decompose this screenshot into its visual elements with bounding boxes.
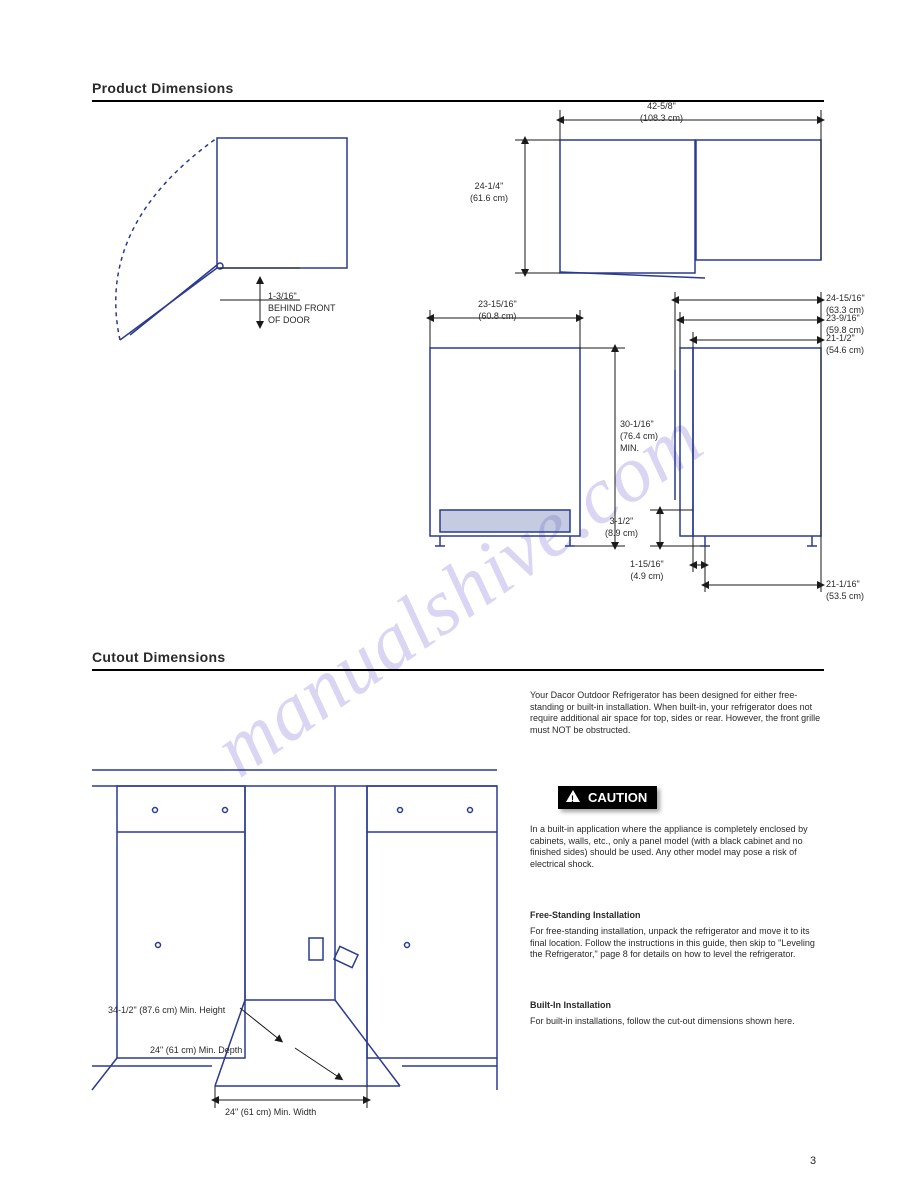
dim-cutout-width: 24" (61 cm) Min. Width [225, 1106, 316, 1118]
freestanding-heading: Free-Standing Installation [530, 910, 825, 922]
builtin-text: For built-in installations, follow the c… [530, 1016, 825, 1028]
dim-front-width: 23-15/16" (60.8 cm) [478, 298, 517, 322]
dim-hinge: 1-3/16" BEHIND FRONT OF DOOR [268, 290, 336, 326]
page-number: 3 [810, 1155, 816, 1167]
warning-exclaim: ! [571, 794, 574, 804]
dim-cutout-depth: 24" (61 cm) Min. Depth [150, 1044, 242, 1056]
caution-label: CAUTION [588, 790, 647, 805]
dim-side-rear: 21-1/16" (53.5 cm) [826, 578, 864, 602]
section-title-cutout: Cutout Dimensions [92, 649, 225, 665]
dim-top-depth: 24-1/4" (61.6 cm) [470, 180, 508, 204]
builtin-heading: Built-In Installation [530, 1000, 825, 1012]
dim-side-foot: 1-15/16" (4.9 cm) [630, 558, 664, 582]
dim-front-height: 30-1/16" (76.4 cm) MIN. [620, 418, 658, 454]
dim-side-cab: 21-1/2" (54.6 cm) [826, 332, 864, 356]
freestanding-text: For free-standing installation, unpack t… [530, 926, 825, 961]
caution-text: In a built-in application where the appl… [530, 824, 825, 871]
dim-top-overall: 42-5/8" (108.3 cm) [640, 100, 683, 124]
divider-cutout [92, 669, 824, 671]
page: manualshive.com Product Dimensions [0, 0, 918, 1188]
caution-badge: ! CAUTION [558, 786, 657, 809]
dim-cutout-height: 34-1/2" (87.6 cm) Min. Height [108, 1004, 225, 1016]
dim-side-grill: 3-1/2" (8.9 cm) [605, 515, 638, 539]
cutout-intro: Your Dacor Outdoor Refrigerator has been… [530, 690, 825, 737]
